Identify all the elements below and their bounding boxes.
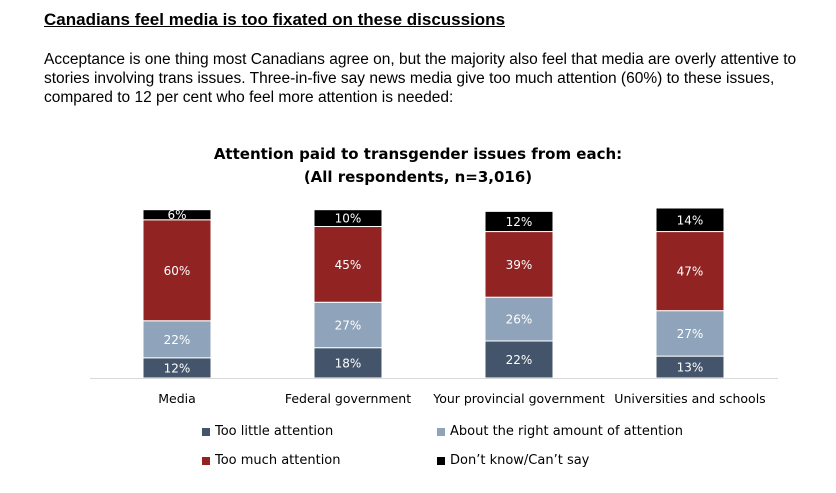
bar-segment [313, 347, 383, 379]
bar-segment [484, 210, 554, 233]
data-label: 18% [335, 356, 362, 370]
data-label: 27% [677, 327, 704, 341]
data-label: 60% [164, 264, 191, 278]
bar-segment [655, 231, 725, 312]
bar-segment [484, 296, 554, 342]
bar-segment [313, 226, 383, 303]
data-label: 13% [677, 361, 704, 375]
bar-segment [484, 340, 554, 379]
data-label: 10% [335, 212, 362, 226]
bar-segment [655, 310, 725, 357]
data-label: 22% [164, 333, 191, 347]
data-label: 12% [506, 215, 533, 229]
bar-segment [313, 301, 383, 349]
data-label: 39% [506, 258, 533, 272]
chart-subtitle: (All respondents, n=3,016) [303, 168, 533, 186]
bar-segment [142, 219, 212, 322]
chart-title: Attention paid to transgender issues fro… [213, 145, 623, 163]
data-label: 12% [164, 361, 191, 375]
category-label: Your provincial government [432, 391, 605, 406]
data-label: 6% [167, 208, 186, 222]
data-label: 47% [677, 265, 704, 279]
data-label: 26% [506, 313, 533, 327]
data-label: 14% [677, 213, 704, 227]
data-label: 27% [335, 318, 362, 332]
bar-segment [655, 207, 725, 233]
category-label: Universities and schools [614, 391, 765, 406]
category-label: Federal government [285, 391, 411, 406]
bar-segment [142, 209, 212, 221]
bar-segment [142, 320, 212, 359]
data-label: 45% [335, 258, 362, 272]
category-label: Media [158, 391, 196, 406]
intro-paragraph: Acceptance is one thing most Canadians a… [44, 51, 797, 106]
page-heading: Canadians feel media is too fixated on t… [44, 10, 506, 29]
bar-segment [313, 209, 383, 228]
data-label: 22% [506, 353, 533, 367]
bar-segment [484, 231, 554, 298]
